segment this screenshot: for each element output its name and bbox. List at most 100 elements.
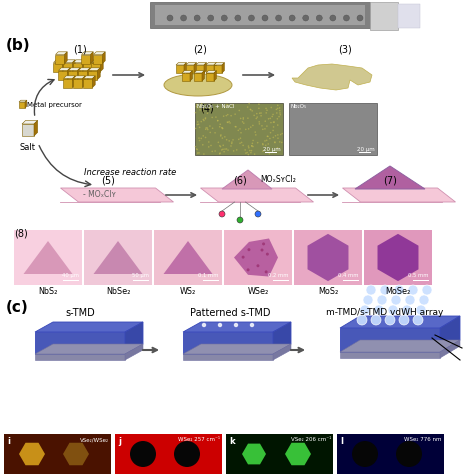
Circle shape	[217, 120, 219, 121]
Circle shape	[198, 137, 200, 139]
Circle shape	[238, 313, 242, 317]
Text: Nb₂O₅ + NaCl: Nb₂O₅ + NaCl	[197, 104, 234, 109]
Circle shape	[273, 121, 275, 123]
Bar	[84, 230, 152, 285]
Circle shape	[227, 121, 228, 123]
Text: 40 μm: 40 μm	[62, 273, 79, 278]
Circle shape	[210, 132, 211, 133]
Circle shape	[238, 138, 239, 140]
Circle shape	[205, 117, 206, 118]
Circle shape	[207, 112, 208, 114]
Circle shape	[234, 323, 238, 327]
Bar	[14, 230, 82, 285]
Text: (2): (2)	[193, 44, 207, 54]
Circle shape	[197, 107, 199, 109]
Circle shape	[275, 15, 282, 21]
Circle shape	[224, 106, 226, 108]
Circle shape	[208, 146, 210, 148]
Circle shape	[374, 305, 384, 315]
Polygon shape	[190, 71, 192, 81]
Polygon shape	[88, 68, 90, 80]
Circle shape	[222, 145, 224, 146]
Circle shape	[277, 105, 279, 106]
Circle shape	[224, 148, 226, 150]
Circle shape	[388, 305, 398, 315]
Text: (6): (6)	[233, 175, 247, 185]
Circle shape	[195, 112, 196, 113]
Circle shape	[203, 153, 205, 155]
Polygon shape	[54, 63, 63, 72]
Polygon shape	[69, 68, 80, 71]
Polygon shape	[355, 166, 425, 189]
Circle shape	[247, 146, 249, 147]
Circle shape	[279, 107, 281, 109]
Polygon shape	[183, 344, 291, 354]
Circle shape	[233, 150, 235, 152]
Circle shape	[258, 108, 260, 109]
Text: 0.4 mm: 0.4 mm	[338, 273, 359, 278]
Circle shape	[259, 112, 261, 114]
Text: Nb₂O₅: Nb₂O₅	[291, 104, 307, 109]
Text: Patterned s-TMD: Patterned s-TMD	[190, 308, 270, 318]
Text: (c): (c)	[6, 300, 29, 315]
Bar	[273, 280, 289, 281]
Circle shape	[251, 150, 252, 151]
Circle shape	[262, 15, 268, 21]
Polygon shape	[63, 443, 89, 465]
Text: (7): (7)	[383, 175, 397, 185]
Circle shape	[219, 153, 220, 155]
Circle shape	[221, 127, 223, 128]
Circle shape	[240, 137, 241, 139]
Circle shape	[226, 115, 227, 117]
Polygon shape	[273, 322, 291, 354]
Circle shape	[265, 108, 267, 109]
Circle shape	[241, 142, 242, 143]
Circle shape	[330, 15, 336, 21]
Circle shape	[256, 116, 258, 118]
Polygon shape	[73, 76, 85, 79]
Circle shape	[202, 323, 206, 327]
Polygon shape	[83, 76, 95, 79]
Circle shape	[226, 148, 228, 150]
Polygon shape	[22, 120, 37, 124]
Circle shape	[247, 118, 249, 119]
Polygon shape	[63, 60, 65, 72]
Polygon shape	[125, 344, 143, 360]
Polygon shape	[24, 241, 73, 274]
Circle shape	[272, 116, 273, 117]
Polygon shape	[19, 443, 45, 465]
Circle shape	[199, 140, 201, 141]
Polygon shape	[19, 100, 27, 102]
Circle shape	[258, 303, 262, 307]
Text: k: k	[229, 437, 235, 446]
Polygon shape	[35, 332, 125, 354]
Circle shape	[250, 127, 252, 128]
Bar	[343, 280, 359, 281]
Polygon shape	[202, 71, 204, 81]
Bar	[265, 152, 277, 153]
Circle shape	[260, 112, 262, 114]
Polygon shape	[204, 63, 206, 73]
Circle shape	[272, 114, 274, 115]
Circle shape	[256, 113, 257, 114]
Polygon shape	[214, 63, 224, 65]
Circle shape	[262, 143, 264, 145]
Polygon shape	[194, 73, 202, 81]
Text: Salt: Salt	[20, 143, 36, 152]
Circle shape	[363, 295, 373, 305]
Bar	[337, 434, 444, 474]
Polygon shape	[440, 340, 460, 358]
Polygon shape	[242, 444, 266, 465]
Text: (4): (4)	[200, 103, 214, 113]
Circle shape	[242, 145, 244, 146]
Polygon shape	[196, 63, 206, 65]
Circle shape	[201, 103, 202, 104]
Circle shape	[357, 15, 363, 21]
Circle shape	[269, 153, 270, 155]
Text: WSe₂: WSe₂	[247, 287, 269, 296]
Circle shape	[253, 115, 255, 116]
Bar	[370, 2, 398, 30]
Circle shape	[203, 120, 205, 121]
Circle shape	[267, 143, 269, 145]
Polygon shape	[292, 64, 372, 90]
